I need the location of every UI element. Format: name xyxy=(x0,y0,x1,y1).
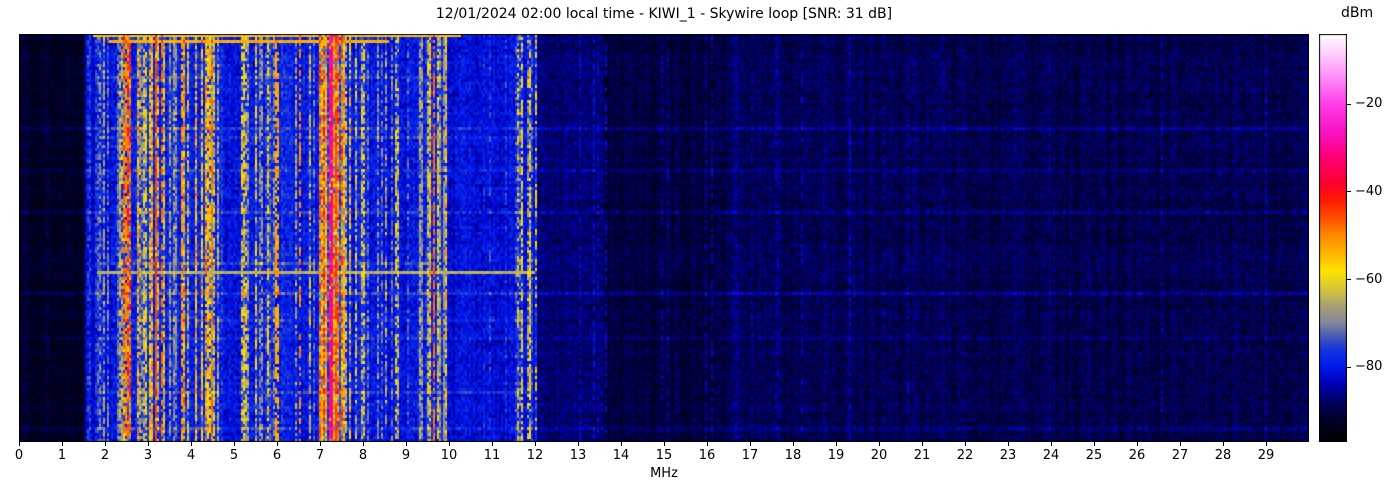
x-tick xyxy=(406,442,407,446)
x-tick-label: 15 xyxy=(655,448,673,463)
x-tick xyxy=(1008,442,1009,446)
x-tick-label: 29 xyxy=(1257,448,1275,463)
x-tick-label: 4 xyxy=(186,448,196,463)
x-tick-label: 19 xyxy=(827,448,845,463)
colorbar-tick xyxy=(1347,279,1351,281)
x-tick xyxy=(879,442,880,446)
x-tick xyxy=(1051,442,1052,446)
x-tick-label: 25 xyxy=(1085,448,1103,463)
x-tick xyxy=(492,442,493,446)
x-tick-label: 1 xyxy=(57,448,67,463)
colorbar-tick-label: −80 xyxy=(1355,359,1383,375)
x-tick-label: 24 xyxy=(1042,448,1060,463)
x-tick xyxy=(277,442,278,446)
x-tick xyxy=(191,442,192,446)
x-tick-label: 17 xyxy=(741,448,759,463)
x-tick-label: 13 xyxy=(569,448,587,463)
x-tick-label: 6 xyxy=(272,448,282,463)
x-tick-label: 26 xyxy=(1128,448,1146,463)
x-tick-label: 3 xyxy=(143,448,153,463)
x-tick-label: 23 xyxy=(999,448,1017,463)
chart-title: 12/01/2024 02:00 local time - KIWI_1 - S… xyxy=(435,6,893,22)
colorbar-tick xyxy=(1347,191,1351,193)
colorbar-tick-label: −40 xyxy=(1355,183,1383,199)
x-tick-label: 28 xyxy=(1214,448,1232,463)
x-tick xyxy=(621,442,622,446)
x-tick xyxy=(105,442,106,446)
colorbar-gradient xyxy=(1319,34,1347,442)
colorbar-tick xyxy=(1347,103,1351,105)
x-axis-label: MHz xyxy=(650,466,678,481)
x-tick xyxy=(793,442,794,446)
x-tick xyxy=(19,442,20,446)
x-tick xyxy=(535,442,536,446)
x-tick xyxy=(1223,442,1224,446)
x-tick-label: 9 xyxy=(401,448,411,463)
x-tick-label: 27 xyxy=(1171,448,1189,463)
x-tick xyxy=(1266,442,1267,446)
x-tick-label: 14 xyxy=(612,448,630,463)
x-tick-label: 20 xyxy=(870,448,888,463)
colorbar-unit-label: dBm xyxy=(1341,5,1374,21)
x-tick-label: 5 xyxy=(229,448,239,463)
x-tick xyxy=(922,442,923,446)
x-tick xyxy=(664,442,665,446)
x-tick-label: 8 xyxy=(358,448,368,463)
colorbar-tick xyxy=(1347,366,1351,368)
x-tick-label: 2 xyxy=(100,448,110,463)
x-tick xyxy=(320,442,321,446)
colorbar-tick-label: −20 xyxy=(1355,96,1383,112)
x-tick-label: 11 xyxy=(483,448,501,463)
x-tick-label: 12 xyxy=(526,448,544,463)
x-tick xyxy=(1094,442,1095,446)
waterfall-heatmap xyxy=(19,34,1309,442)
x-tick xyxy=(449,442,450,446)
x-tick-label: 16 xyxy=(698,448,716,463)
x-tick xyxy=(1180,442,1181,446)
x-tick-label: 7 xyxy=(315,448,325,463)
x-tick-label: 10 xyxy=(440,448,458,463)
x-tick-label: 21 xyxy=(913,448,931,463)
x-tick-label: 0 xyxy=(14,448,24,463)
x-tick xyxy=(148,442,149,446)
x-tick xyxy=(62,442,63,446)
x-tick xyxy=(750,442,751,446)
x-tick xyxy=(363,442,364,446)
x-tick xyxy=(707,442,708,446)
x-tick xyxy=(965,442,966,446)
x-tick xyxy=(578,442,579,446)
x-tick xyxy=(1137,442,1138,446)
x-tick xyxy=(234,442,235,446)
x-tick xyxy=(836,442,837,446)
colorbar-tick-label: −60 xyxy=(1355,271,1383,287)
x-tick-label: 18 xyxy=(784,448,802,463)
x-tick-label: 22 xyxy=(956,448,974,463)
